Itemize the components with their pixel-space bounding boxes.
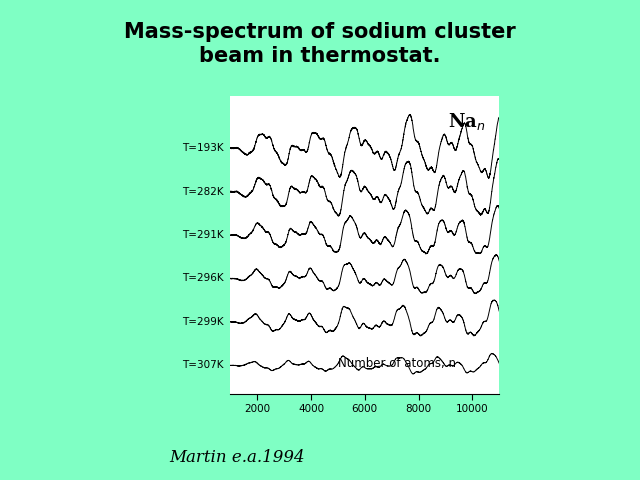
Text: T=307K: T=307K — [182, 360, 223, 371]
Text: T=296K: T=296K — [182, 274, 223, 284]
Text: Na$_n$: Na$_n$ — [448, 111, 486, 132]
Text: T=282K: T=282K — [182, 187, 223, 197]
Text: T=299K: T=299K — [182, 317, 223, 327]
Text: Mass-spectrum of sodium cluster
beam in thermostat.: Mass-spectrum of sodium cluster beam in … — [124, 22, 516, 66]
Text: Number of atoms, n: Number of atoms, n — [338, 357, 456, 371]
Text: T=193K: T=193K — [182, 143, 223, 153]
Text: T=291K: T=291K — [182, 230, 223, 240]
Text: Martin e.a.1994: Martin e.a.1994 — [169, 449, 305, 466]
